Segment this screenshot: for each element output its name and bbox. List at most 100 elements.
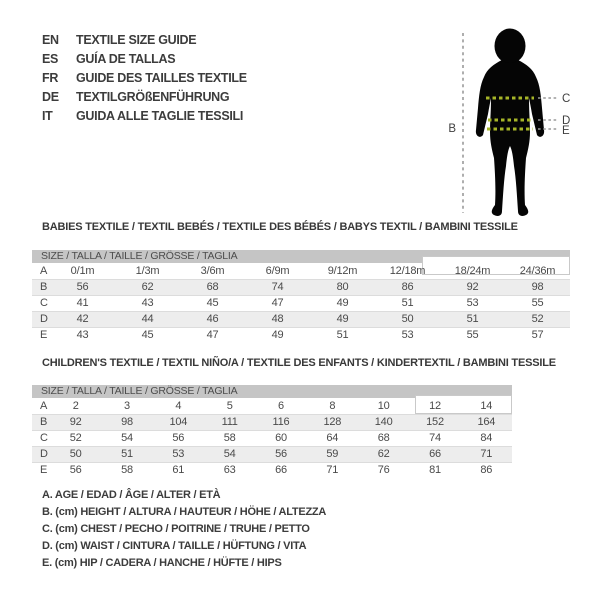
size-cell: 98 [531, 281, 544, 293]
size-cell: 74 [429, 432, 441, 444]
babies-table-title: BABIES TEXTILE / TEXTIL BEBÉS / TEXTILE … [42, 221, 518, 233]
size-cell: 62 [141, 281, 154, 293]
row-label: C [40, 297, 48, 309]
size-cell: 140 [374, 416, 393, 428]
size-cell: 51 [401, 297, 414, 309]
size-cell: 104 [169, 416, 188, 428]
size-cell: 62 [377, 448, 390, 460]
size-cell: 41 [76, 297, 89, 309]
size-cell: 52 [69, 432, 82, 444]
language-guide-title: TEXTILE SIZE GUIDE [76, 33, 197, 47]
size-cell: 2 [72, 400, 79, 412]
size-cell: 12 [429, 400, 441, 412]
size-cell: 43 [141, 297, 154, 309]
size-cell: 49 [271, 329, 284, 341]
language-code: EN [42, 33, 59, 47]
size-cell: 164 [477, 416, 496, 428]
size-cell: 63 [223, 464, 236, 476]
size-cell: 18/24m [454, 265, 491, 277]
size-cell: 54 [121, 432, 133, 444]
size-cell: 51 [121, 448, 133, 460]
label-b: B [448, 123, 456, 135]
language-row: ES GUÍA DE TALLAS [42, 50, 247, 69]
size-cell: 98 [121, 416, 133, 428]
language-row: EN TEXTILE SIZE GUIDE [42, 31, 247, 50]
size-cell: 10 [377, 400, 390, 412]
row-label: C [40, 432, 48, 444]
size-cell: 47 [271, 297, 284, 309]
table-row: A 2 3 4 5 6 8 10 12 14 [32, 398, 512, 414]
children-size-table: SIZE / TALLA / TAILLE / GRÖSSE / TAGLIA … [32, 385, 512, 478]
size-cell: 116 [272, 416, 290, 428]
size-cell: 53 [466, 297, 479, 309]
height-guide-line: B [448, 33, 464, 213]
table-row: E 56 58 61 63 66 71 76 81 86 [32, 462, 512, 478]
highlight-box [422, 256, 570, 275]
size-cell: 55 [466, 329, 479, 341]
legend-line: A. AGE / EDAD / ÂGE / ALTER / ETÀ [42, 489, 221, 501]
size-cell: 111 [221, 416, 238, 428]
size-cell: 86 [401, 281, 414, 293]
row-label: B [40, 281, 48, 293]
size-cell: 4 [175, 400, 182, 412]
language-row: FR GUIDE DES TAILLES TEXTILE [42, 69, 247, 88]
language-title-list: EN TEXTILE SIZE GUIDE ES GUÍA DE TALLAS FR GU… [42, 31, 247, 126]
size-cell: 58 [121, 464, 133, 476]
language-guide-title: GUÍA DE TALLAS [76, 52, 176, 66]
children-table-header: SIZE / TALLA / TAILLE / GRÖSSE / TAGLIA [32, 385, 512, 398]
table-row: C 41 43 45 47 49 51 53 55 [32, 295, 570, 311]
size-cell: 3/6m [200, 265, 225, 277]
row-label: B [40, 416, 48, 428]
size-cell: 66 [429, 448, 441, 460]
size-cell: 56 [69, 464, 82, 476]
legend-line: C. (cm) CHEST / PECHO / POITRINE / TRUHE… [42, 523, 310, 535]
size-cell: 84 [480, 432, 493, 444]
highlight-box [415, 395, 512, 414]
size-cell: 12/18m [389, 265, 426, 277]
size-cell: 48 [271, 313, 284, 325]
size-cell: 92 [69, 416, 82, 428]
waist-measure-line: D [488, 115, 570, 127]
size-cell: 61 [172, 464, 185, 476]
size-cell: 68 [377, 432, 390, 444]
size-cell: 6 [278, 400, 284, 412]
language-code: FR [42, 71, 59, 85]
size-cell: 56 [172, 432, 185, 444]
size-cell: 51 [466, 313, 479, 325]
size-cell: 86 [480, 464, 493, 476]
size-cell: 74 [271, 281, 284, 293]
row-label: A [40, 400, 48, 412]
language-guide-title: GUIDE DES TAILLES TEXTILE [76, 71, 247, 85]
size-cell: 56 [275, 448, 287, 460]
size-cell: 59 [326, 448, 339, 460]
table-row: B 56 62 68 74 80 86 92 98 [32, 279, 570, 295]
size-cell: 128 [323, 416, 342, 428]
size-cell: 49 [336, 297, 349, 309]
row-label: D [40, 448, 48, 460]
size-cell: 71 [326, 464, 339, 476]
size-cell: 152 [426, 416, 444, 428]
legend-line: D. (cm) WAIST / CINTURA / TAILLE / HÜFTU… [42, 540, 307, 552]
label-e: E [562, 125, 570, 137]
legend-line: B. (cm) HEIGHT / ALTURA / HAUTEUR / HÖHE… [42, 506, 327, 518]
size-cell: 46 [206, 313, 219, 325]
size-cell: 53 [172, 448, 185, 460]
child-silhouette-figure: B C D E [448, 28, 570, 216]
language-row: DE TEXTILGRÖßENFÜHRUNG [42, 88, 247, 107]
language-guide-title: TEXTILGRÖßENFÜHRUNG [76, 90, 230, 104]
size-cell: 55 [531, 297, 544, 309]
row-label: A [40, 265, 48, 277]
language-guide-title: GUIDA ALLE TAGLIE TESSILI [76, 109, 244, 123]
size-cell: 8 [329, 400, 336, 412]
language-code: DE [42, 90, 59, 104]
size-cell: 66 [275, 464, 287, 476]
label-d: D [562, 115, 570, 127]
size-cell: 45 [141, 329, 154, 341]
size-cell: 43 [76, 329, 89, 341]
size-cell: 58 [223, 432, 236, 444]
size-cell: 1/3m [135, 265, 160, 277]
size-cell: 50 [69, 448, 82, 460]
row-label: E [40, 464, 48, 476]
child-silhouette [475, 28, 545, 216]
